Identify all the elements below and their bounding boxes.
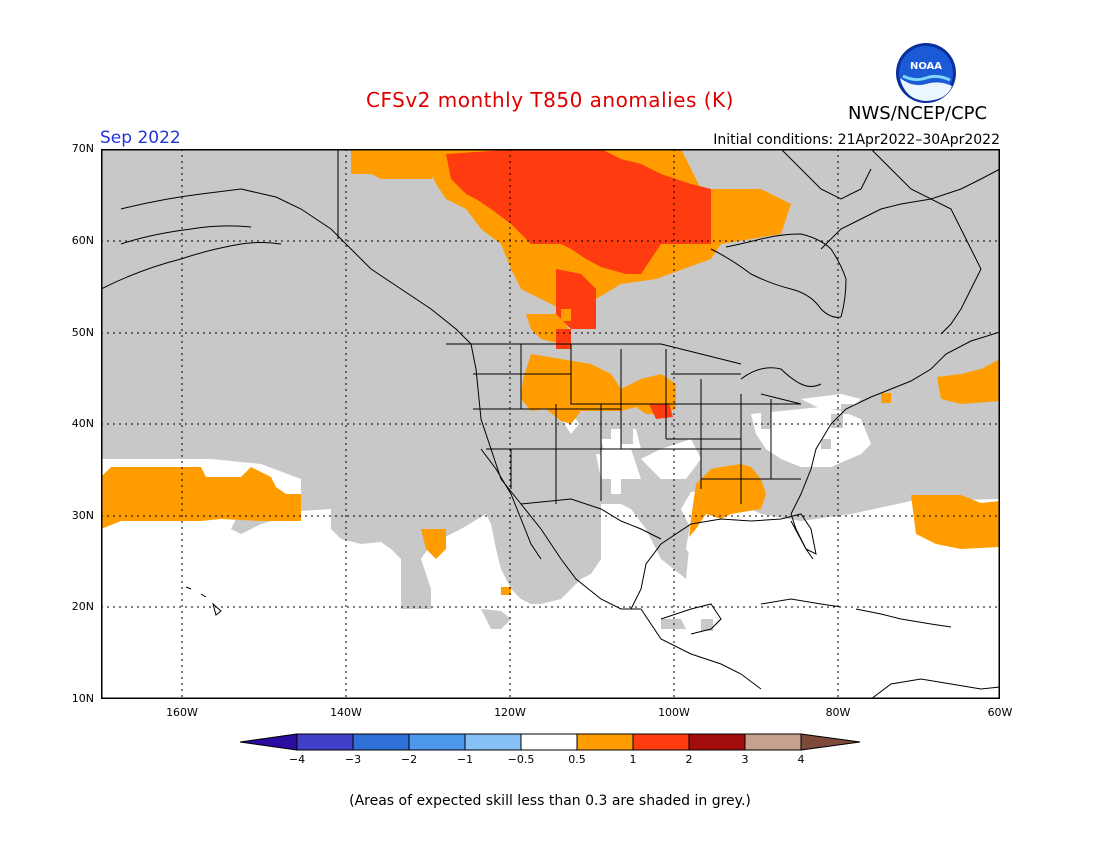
lat-label: 30N bbox=[71, 509, 94, 522]
anomaly-1-to-2 bbox=[446, 149, 711, 419]
colorbar-cell bbox=[352, 733, 410, 751]
colorbar-cell bbox=[576, 733, 634, 751]
coastlines-and-borders bbox=[101, 149, 1000, 699]
colorbar-label: 3 bbox=[741, 753, 749, 766]
colorbar-label: −3 bbox=[344, 753, 362, 766]
colorbar-cell bbox=[520, 733, 578, 751]
lat-label: 40N bbox=[71, 417, 94, 430]
lat-label: 10N bbox=[71, 692, 94, 705]
colorbar-cell bbox=[296, 733, 354, 751]
colorbar-cell bbox=[744, 733, 802, 751]
colorbar bbox=[240, 733, 861, 751]
colorbar-label: 0.5 bbox=[568, 753, 586, 766]
graticule bbox=[101, 149, 1000, 699]
lon-label: 120W bbox=[494, 706, 526, 719]
colorbar-label: 1 bbox=[629, 753, 637, 766]
colorbar-cell bbox=[240, 733, 298, 751]
colorbar-label: −1 bbox=[456, 753, 474, 766]
anomaly-map bbox=[101, 149, 1000, 699]
lat-label: 70N bbox=[71, 142, 94, 155]
svg-text:NOAA: NOAA bbox=[910, 61, 942, 72]
colorbar-label: −0.5 bbox=[507, 753, 535, 766]
forecast-month: Sep 2022 bbox=[100, 128, 181, 148]
colorbar-cell bbox=[464, 733, 522, 751]
lon-label: 100W bbox=[658, 706, 690, 719]
colorbar-label: 4 bbox=[797, 753, 805, 766]
colorbar-label: 2 bbox=[685, 753, 693, 766]
colorbar-cell bbox=[632, 733, 690, 751]
colorbar-label: −2 bbox=[400, 753, 418, 766]
map-title: CFSv2 monthly T850 anomalies (K) bbox=[366, 88, 734, 112]
colorbar-cell bbox=[800, 733, 861, 751]
anomaly-0-5-to-1-interior bbox=[561, 309, 571, 321]
lon-label: 140W bbox=[330, 706, 362, 719]
noaa-logo: NOAA bbox=[896, 43, 956, 103]
lon-label: 60W bbox=[987, 706, 1013, 719]
map-frame bbox=[101, 149, 1000, 699]
colorbar-label: −4 bbox=[288, 753, 306, 766]
footnote: (Areas of expected skill less than 0.3 a… bbox=[349, 793, 751, 809]
lat-label: 50N bbox=[71, 326, 94, 339]
lon-label: 160W bbox=[166, 706, 198, 719]
colorbar-cell bbox=[408, 733, 466, 751]
org-label: NWS/NCEP/CPC bbox=[848, 103, 988, 124]
colorbar-cell bbox=[688, 733, 746, 751]
lat-label: 60N bbox=[71, 234, 94, 247]
lon-label: 80W bbox=[825, 706, 851, 719]
lat-label: 20N bbox=[71, 600, 94, 613]
initial-conditions: Initial conditions: 21Apr2022–30Apr2022 bbox=[713, 132, 1000, 148]
